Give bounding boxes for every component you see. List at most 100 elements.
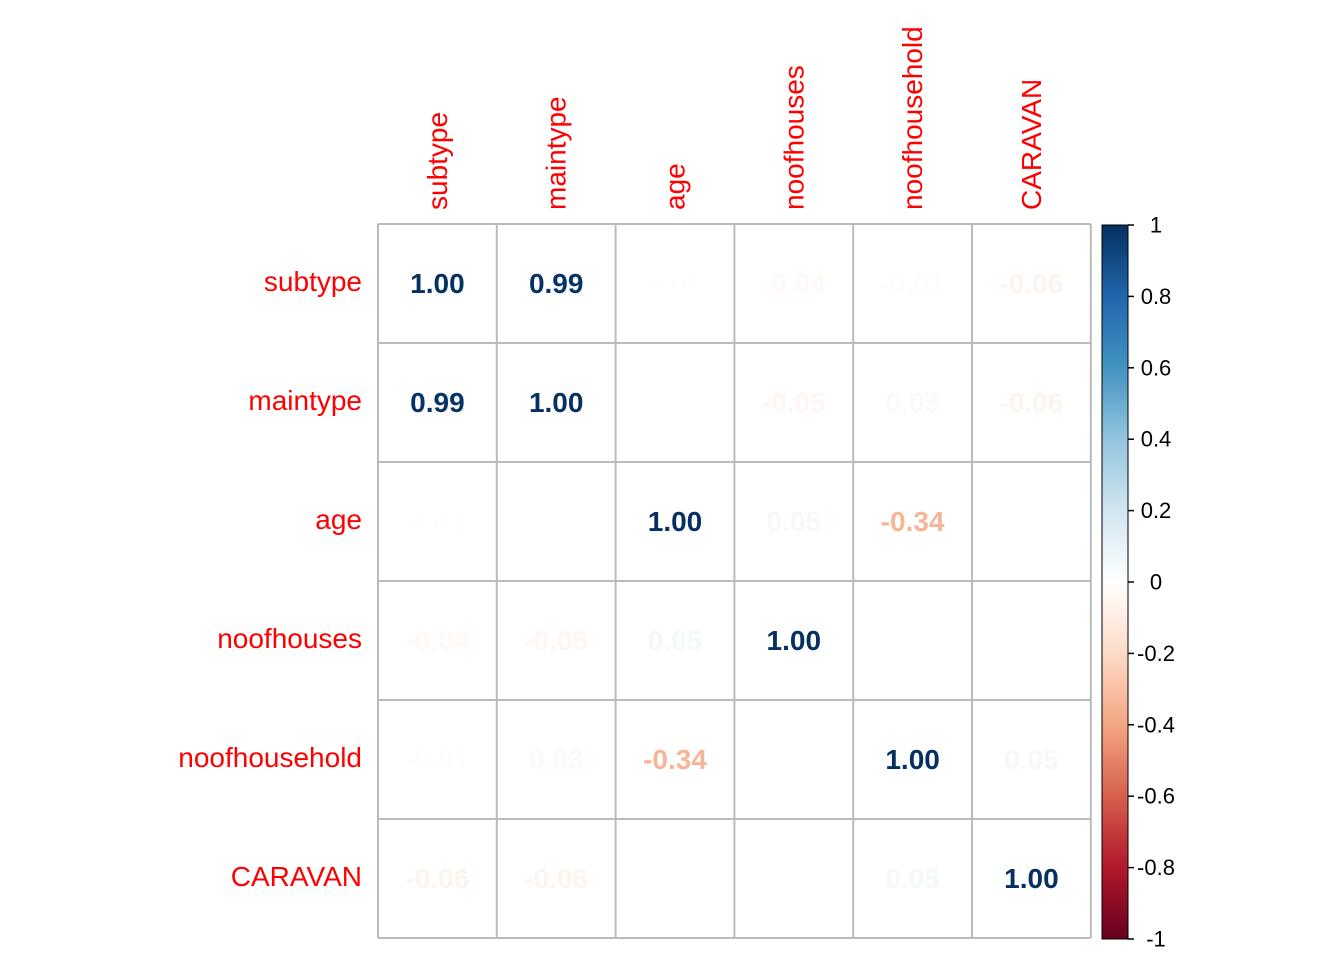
cell-value-label: 0.00 xyxy=(885,625,940,656)
column-label: age xyxy=(660,163,691,210)
cell-value-label: 0.00 xyxy=(1004,506,1059,537)
cell-value-label: 1.00 xyxy=(410,268,465,299)
cell-value-label: 0.05 xyxy=(1004,744,1059,775)
heatmap-cell xyxy=(972,224,1091,343)
color-legend-tick-label: 0.2 xyxy=(1141,498,1172,523)
heatmap-cell xyxy=(496,224,616,343)
color-legend-ticks: 1 0.8 0.6 0.4 0.2 0 -0.2 -0.4 -0.6 -0.8 -1 xyxy=(1128,213,1175,952)
column-labels: subtype maintype age noofhouses noofhousehol… xyxy=(422,26,1047,210)
cell-value-label: 0.00 xyxy=(1004,625,1059,656)
heatmap-cell xyxy=(496,819,616,938)
cell-value-label: 0.99 xyxy=(410,387,465,418)
heatmap-cell xyxy=(496,700,616,819)
heatmap-cell xyxy=(734,343,854,462)
heatmap-cell xyxy=(972,700,1091,819)
color-legend-tick-label: 0.6 xyxy=(1141,355,1172,380)
cell-value-label: -0.06 xyxy=(999,268,1063,299)
heatmap-cell xyxy=(734,224,854,343)
column-label: noofhousehold xyxy=(897,26,928,210)
heatmap-cell xyxy=(615,343,735,462)
cell-value-label: 1.00 xyxy=(648,506,703,537)
heatmap-cell xyxy=(853,462,972,581)
cell-value-label: -0.06 xyxy=(405,863,469,894)
cell-value-label: -0.34 xyxy=(881,506,945,537)
column-label: noofhouses xyxy=(778,65,809,210)
heatmap-cell xyxy=(853,700,972,819)
column-label: maintype xyxy=(541,96,572,210)
color-legend-tick-label: 1 xyxy=(1150,213,1162,238)
heatmap-cell xyxy=(853,581,972,700)
color-legend-tick-label: 0 xyxy=(1150,570,1162,595)
heatmap-cell xyxy=(853,819,972,938)
heatmap-cell xyxy=(853,343,972,462)
cell-value-label: -0.04 xyxy=(762,268,826,299)
cell-value-label: 0.99 xyxy=(529,268,584,299)
heatmap-cell xyxy=(615,819,735,938)
heatmap-cell xyxy=(378,819,497,938)
heatmap-cell xyxy=(378,343,497,462)
heatmap-cell xyxy=(615,224,735,343)
cell-value-label: 0.05 xyxy=(885,863,940,894)
color-legend: 1 0.8 0.6 0.4 0.2 0 -0.2 -0.4 -0.6 -0.8 -1 xyxy=(1101,213,1175,952)
cell-value-label: 0.05 xyxy=(767,506,822,537)
heatmap-cell xyxy=(853,224,972,343)
color-legend-tick-label: -0.6 xyxy=(1137,784,1175,809)
color-legend-tick-label: 0.4 xyxy=(1141,427,1172,452)
heatmap-cell xyxy=(972,819,1091,938)
cell-value-label: -0.05 xyxy=(524,625,588,656)
heatmap-cell xyxy=(734,700,854,819)
heatmap-cell xyxy=(496,581,616,700)
heatmap-grid xyxy=(377,223,1092,939)
cell-value-label: 1.00 xyxy=(1004,863,1059,894)
cell-value-label: -0.01 xyxy=(405,744,469,775)
column-label: CARAVAN xyxy=(1016,79,1047,210)
heatmap-cell xyxy=(972,462,1091,581)
heatmap-cell xyxy=(615,462,735,581)
row-labels: subtype maintype age noofhouses noofhousehol… xyxy=(178,266,362,892)
color-legend-bar xyxy=(1101,224,1129,940)
cell-value-label: 0.01 xyxy=(648,268,703,299)
heatmap-cell xyxy=(972,581,1091,700)
color-legend-tick-label: -0.4 xyxy=(1137,712,1175,737)
heatmap-cell xyxy=(734,819,854,938)
cell-value-label: 0.00 xyxy=(529,506,584,537)
cell-value-label: 0.00 xyxy=(648,863,703,894)
cell-value-label: 1.00 xyxy=(529,387,584,418)
heatmap-cell xyxy=(615,581,735,700)
heatmap-cell xyxy=(378,700,497,819)
cell-value-label: 0.01 xyxy=(410,506,465,537)
heatmap-cell xyxy=(972,343,1091,462)
cell-value-label: 1.00 xyxy=(885,744,940,775)
cell-value-label: 0.00 xyxy=(767,863,822,894)
cell-value-label: 0.05 xyxy=(648,625,703,656)
heatmap-cell xyxy=(378,224,497,343)
cell-value-label: -0.06 xyxy=(999,387,1063,418)
heatmap-cell xyxy=(734,581,854,700)
heatmap-cell xyxy=(734,462,854,581)
cell-value-label: -0.01 xyxy=(881,268,945,299)
cell-value-label: -0.06 xyxy=(524,863,588,894)
heatmap-cell xyxy=(378,462,497,581)
cell-value-labels: 1.00 0.99 0.01 -0.04 -0.01 -0.06 0.99 1.00 0.00 -… xyxy=(405,268,1063,894)
cell-value-label: -0.05 xyxy=(762,387,826,418)
heatmap-cell xyxy=(615,700,735,819)
cell-value-label: -0.34 xyxy=(643,744,707,775)
color-legend-tick-label: -0.8 xyxy=(1137,855,1175,880)
heatmap-cell xyxy=(496,462,616,581)
heatmap-cells xyxy=(378,224,1091,938)
heatmap-cell xyxy=(496,343,616,462)
cell-value-label: 0.00 xyxy=(767,744,822,775)
cell-value-label: 1.00 xyxy=(767,625,822,656)
row-label: maintype xyxy=(248,385,362,416)
column-label: subtype xyxy=(422,112,453,210)
color-legend-tick-label: -0.2 xyxy=(1137,641,1175,666)
row-label: age xyxy=(315,504,362,535)
heatmap-cell xyxy=(378,581,497,700)
row-label: noofhouses xyxy=(217,623,362,654)
cell-value-label: 0.03 xyxy=(885,387,940,418)
row-label: noofhousehold xyxy=(178,742,362,773)
color-legend-tick-label: 0.8 xyxy=(1141,284,1172,309)
cell-value-label: -0.04 xyxy=(405,625,469,656)
row-label: CARAVAN xyxy=(231,861,362,892)
